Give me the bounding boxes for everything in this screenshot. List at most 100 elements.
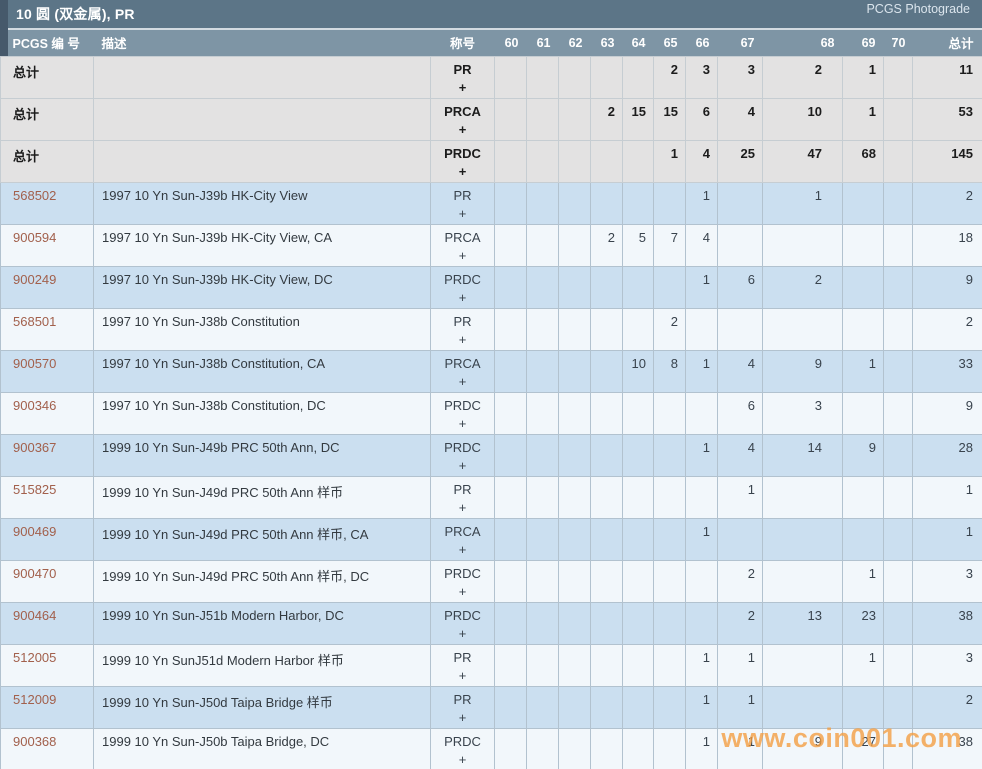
grade-cell-61: [526, 433, 559, 477]
grade-cell-69: [842, 391, 884, 435]
grade-cell-62: [558, 307, 591, 351]
cell-description: 1999 10 Yn SunJ51d Modern Harbor 样币: [93, 643, 431, 687]
grade-cell-62: [558, 223, 591, 267]
table-row: 568501 1997 10 Yn Sun-J38b Constitution PR…: [0, 307, 982, 351]
grade-cell-63: [590, 475, 623, 519]
grade-cell-64: [622, 601, 654, 645]
cell-description: 1999 10 Yn Sun-J49d PRC 50th Ann 样币, DC: [93, 559, 431, 603]
row-total-cell: 9: [912, 391, 982, 435]
grade-cell-70: [883, 55, 913, 99]
row-total-cell: 2: [912, 685, 982, 729]
pcgs-number-link[interactable]: 568501: [0, 307, 94, 351]
grade-cell-69: 1: [842, 559, 884, 603]
row-total-cell: 3: [912, 559, 982, 603]
cell-description: 1999 10 Yn Sun-J49d PRC 50th Ann 样币, CA: [93, 517, 431, 561]
pcgs-number-link[interactable]: 900469: [0, 517, 94, 561]
population-table: PCGS 编 号描述 称号 60 61 62 63 64 65 66 67 68 69 70 总计 总计 P…: [0, 30, 982, 769]
grade-cell-66: 1: [685, 685, 718, 729]
cell-description: 1999 10 Yn Sun-J49d PRC 50th Ann 样币: [93, 475, 431, 519]
row-total-cell: 18: [912, 223, 982, 267]
col-header-grade-61: 61: [526, 30, 559, 56]
col-header-grade-65: 65: [653, 30, 686, 56]
photograde-link[interactable]: PCGS Photograde: [866, 2, 970, 16]
pcgs-number-link[interactable]: 900470: [0, 559, 94, 603]
grade-cell-62: [558, 265, 591, 309]
grade-cell-66: 6: [685, 97, 718, 141]
grade-cell-67: 1: [717, 643, 763, 687]
designation-plus: +: [458, 709, 467, 725]
grade-cell-69: 1: [842, 55, 884, 99]
cell-designation: PRDC +: [430, 727, 495, 769]
grade-cell-63: [590, 685, 623, 729]
grade-cell-66: [685, 475, 718, 519]
grade-cell-69: 23: [842, 601, 884, 645]
pcgs-number-link[interactable]: 900249: [0, 265, 94, 309]
grade-cell-68: [762, 307, 843, 351]
grade-cell-62: [558, 517, 591, 561]
grade-cell-63: [590, 559, 623, 603]
grade-cell-61: [526, 517, 559, 561]
table-row: 900469 1999 10 Yn Sun-J49d PRC 50th Ann 样…: [0, 517, 982, 561]
pcgs-number-link[interactable]: 900367: [0, 433, 94, 477]
grade-cell-66: 4: [685, 223, 718, 267]
grade-cell-68: 14: [762, 433, 843, 477]
designation-label: PRDC: [444, 607, 481, 623]
designation-label: PR: [453, 649, 472, 665]
designation-label: PR: [453, 691, 472, 707]
grade-cell-62: [558, 475, 591, 519]
designation-plus: +: [458, 415, 467, 431]
grade-cell-69: 1: [842, 349, 884, 393]
grade-cell-70: [883, 727, 913, 769]
grade-cell-64: [622, 643, 654, 687]
pcgs-number-link[interactable]: 568502: [0, 181, 94, 225]
grade-cell-67: 4: [717, 349, 763, 393]
grade-cell-61: [526, 391, 559, 435]
pcgs-number-link[interactable]: 900570: [0, 349, 94, 393]
grade-cell-67: [717, 517, 763, 561]
pcgs-number-link[interactable]: 512009: [0, 685, 94, 729]
pcgs-number-link[interactable]: 512005: [0, 643, 94, 687]
grade-cell-64: [622, 265, 654, 309]
grade-cell-66: [685, 307, 718, 351]
grade-cell-60: [494, 601, 527, 645]
grade-cell-64: [622, 559, 654, 603]
col-header-grade-68: 68: [762, 30, 843, 56]
grade-cell-60: [494, 139, 527, 183]
pcgs-number-link[interactable]: 900368: [0, 727, 94, 769]
grade-cell-70: [883, 265, 913, 309]
grade-cell-66: [685, 391, 718, 435]
cell-designation: PRDC +: [430, 391, 495, 435]
row-total-cell: 53: [912, 97, 982, 141]
grade-cell-67: 6: [717, 265, 763, 309]
pcgs-number-link[interactable]: 900346: [0, 391, 94, 435]
grade-cell-63: [590, 349, 623, 393]
cell-designation: PR +: [430, 181, 495, 225]
grade-cell-67: 25: [717, 139, 763, 183]
pcgs-number-link[interactable]: 900464: [0, 601, 94, 645]
designation-plus: +: [458, 373, 467, 389]
grade-cell-62: [558, 727, 591, 769]
title-bar: 10 圆 (双金属), PR PCGS Photograde: [0, 0, 982, 30]
grade-cell-69: 68: [842, 139, 884, 183]
pcgs-number-link[interactable]: 900594: [0, 223, 94, 267]
grade-cell-64: [622, 139, 654, 183]
row-total-cell: 38: [912, 601, 982, 645]
cell-designation: PRCA +: [430, 517, 495, 561]
cell-description: 1999 10 Yn Sun-J50d Taipa Bridge 样币: [93, 685, 431, 729]
pcgs-number-link[interactable]: 515825: [0, 475, 94, 519]
grade-cell-65: [653, 685, 686, 729]
grade-cell-63: [590, 55, 623, 99]
grade-cell-60: [494, 727, 527, 769]
col-header-grade-69: 69: [842, 30, 884, 56]
grade-cell-69: [842, 475, 884, 519]
designation-plus: +: [458, 289, 467, 305]
grade-cell-67: 3: [717, 55, 763, 99]
grade-cell-70: [883, 391, 913, 435]
grade-cell-65: [653, 265, 686, 309]
grade-cell-64: [622, 181, 654, 225]
grade-cell-62: [558, 685, 591, 729]
cell-designation: PRCA +: [430, 349, 495, 393]
designation-plus: +: [458, 205, 467, 221]
totals-row-prca: 总计 PRCA +2 15 15 6 4 10 1 53: [0, 97, 982, 141]
grade-cell-70: [883, 517, 913, 561]
